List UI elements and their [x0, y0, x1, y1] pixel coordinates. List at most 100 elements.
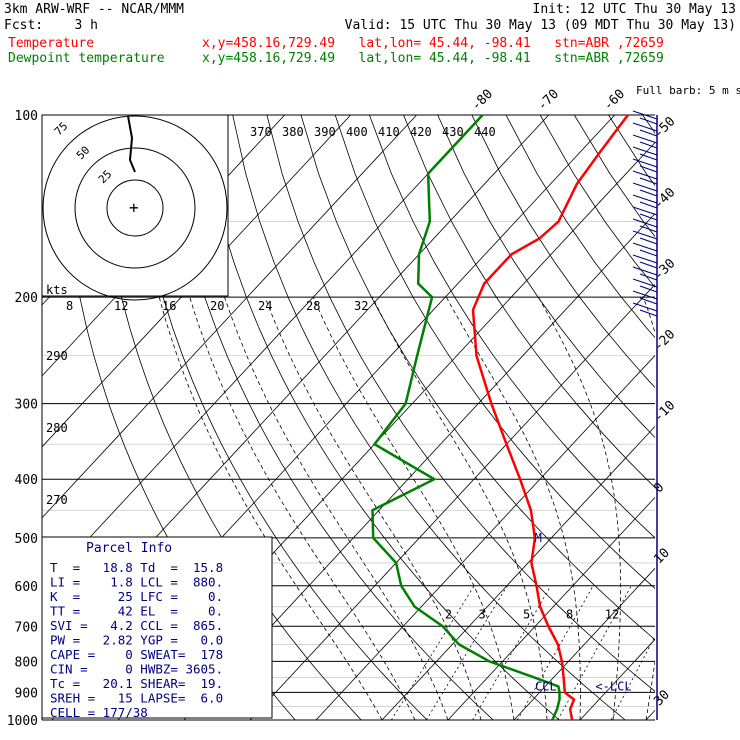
parcel-info-row: CIN = 0 HWBZ= 3605.	[50, 662, 223, 677]
moist-adiabat	[158, 296, 383, 720]
isotherm-line	[447, 496, 655, 720]
lifted-index-label: 280	[46, 421, 68, 435]
moist-adiabat	[189, 296, 416, 720]
hodograph-speed-tick: 16	[162, 299, 176, 313]
hodograph-trace	[127, 115, 136, 173]
dewpoint-location-info: x,y=458.16,729.49 lat,lon= 45.44, -98.41…	[202, 51, 664, 66]
isotherm-line	[183, 212, 655, 720]
parcel-info-row: CAPE = 0 SWEAT= 178	[50, 647, 223, 662]
wind-barb	[632, 254, 658, 269]
theta-e-label: 400	[346, 125, 368, 139]
hodograph-ring	[106, 179, 164, 237]
isotherm-label: -10	[651, 398, 678, 425]
dry-adiabat	[232, 115, 626, 720]
hodograph-origin-marker: +	[129, 198, 139, 217]
hodograph-speed-tick: 24	[258, 299, 272, 313]
wind-barb	[632, 242, 658, 257]
mixing-ratio-line	[610, 635, 655, 720]
pressure-tick-label: 700	[15, 620, 38, 635]
wind-barb	[632, 110, 658, 125]
moist-adiabat	[264, 296, 482, 720]
dewpoint-profile	[371, 114, 561, 721]
parcel-info-row: LI = 1.8 LCL = 880.	[50, 575, 223, 590]
parcel-info-row: K = 25 LFC = 0.	[50, 589, 223, 604]
temperature-location-info: x,y=458.16,729.49 lat,lon= 45.44, -98.41…	[202, 36, 664, 51]
wind-barb	[632, 302, 658, 317]
ccl-marker: CCL	[535, 679, 557, 693]
mixing-ratio-label: 20	[656, 607, 670, 621]
mixing-ratio-line	[472, 585, 552, 720]
wind-barb	[632, 182, 658, 197]
isotherm-label: -80	[469, 87, 496, 114]
pressure-tick-label: 300	[15, 398, 38, 413]
lifted-index-label: 270	[46, 493, 68, 507]
hodograph-ring	[74, 147, 196, 269]
wind-barb	[632, 194, 658, 209]
dry-adiabat	[334, 115, 655, 589]
init-time: Init: 12 UTC Thu 30 May 13	[532, 2, 737, 17]
parcel-info-box	[41, 536, 273, 719]
theta-e-label: 430	[442, 125, 464, 139]
dry-adiabat	[711, 115, 740, 733]
wind-barb	[632, 170, 658, 185]
forecast-hour: Fcst: 3 h	[4, 18, 98, 33]
hodograph-ring	[42, 115, 228, 301]
isotherm-label: -70	[535, 87, 562, 114]
parcel-info-row: SVI = 4.2 CCL = 865.	[50, 618, 223, 633]
hodograph-speed-tick: 12	[114, 299, 128, 313]
dry-adiabat	[608, 115, 655, 187]
moist-adiabat	[445, 296, 581, 720]
wind-barb	[632, 146, 658, 161]
lcl-marker: <-LCL	[595, 679, 631, 693]
wind-barb	[632, 134, 658, 149]
moist-adiabat	[538, 296, 622, 720]
wind-barb	[632, 122, 658, 137]
theta-e-label: 420	[410, 125, 432, 139]
mixing-ratio-line	[425, 585, 508, 720]
mixing-ratio-label: 3	[479, 607, 486, 621]
hodograph-speed-axis-label: kts	[46, 283, 68, 297]
moist-adiabat	[712, 297, 740, 720]
parcel-info-title: Parcel Info	[86, 541, 172, 556]
isotherm-label: -20	[651, 327, 678, 354]
wind-barb	[632, 218, 658, 233]
mixing-ratio-label: 8	[566, 607, 573, 621]
dry-adiabat	[164, 115, 494, 720]
model-title: 3km ARW-WRF -- NCAR/MMM	[4, 2, 185, 17]
dry-adiabat	[677, 115, 740, 733]
moist-adiabat	[679, 297, 740, 720]
hodograph-speed-tick: 32	[354, 299, 368, 313]
dry-adiabat	[505, 115, 655, 339]
pressure-tick-label: 200	[15, 291, 38, 306]
theta-e-label: 380	[282, 125, 304, 139]
pressure-tick-label: 900	[15, 686, 38, 701]
wind-barb	[632, 278, 658, 293]
moist-adiabat	[312, 296, 515, 720]
wind-barb	[632, 206, 658, 221]
parcel-info-row: T = 18.8 Td = 15.8	[50, 560, 223, 575]
dry-adiabat	[403, 115, 655, 489]
hodograph-speed-tick: 8	[66, 299, 73, 313]
wind-barb	[632, 230, 658, 245]
pressure-tick-label: 1000	[7, 714, 38, 729]
theta-e-label: 440	[474, 125, 496, 139]
isotherm-line	[42, 115, 417, 519]
moist-adiabat	[642, 296, 655, 720]
isotherm-label: -60	[601, 87, 628, 114]
temperature-legend: Temperature	[8, 36, 95, 51]
isotherm-line	[381, 425, 655, 720]
parcel-info-row: CELL = 177/38	[50, 705, 148, 720]
wind-barb	[632, 290, 658, 305]
mixing-ratio-line	[517, 585, 594, 720]
lifted-index-label: 290	[46, 349, 68, 363]
isotherm-label: 10	[651, 546, 673, 568]
melting-level-marker: M	[535, 531, 542, 545]
pressure-tick-label: 800	[15, 655, 38, 670]
parcel-info-row: Tc = 20.1 SHEAR= 19.	[50, 676, 223, 691]
dry-adiabat	[539, 115, 655, 288]
dry-adiabat	[266, 115, 655, 692]
mixing-ratio-line	[391, 585, 475, 720]
moist-adiabat	[372, 296, 548, 720]
theta-e-label: 370	[250, 125, 272, 139]
